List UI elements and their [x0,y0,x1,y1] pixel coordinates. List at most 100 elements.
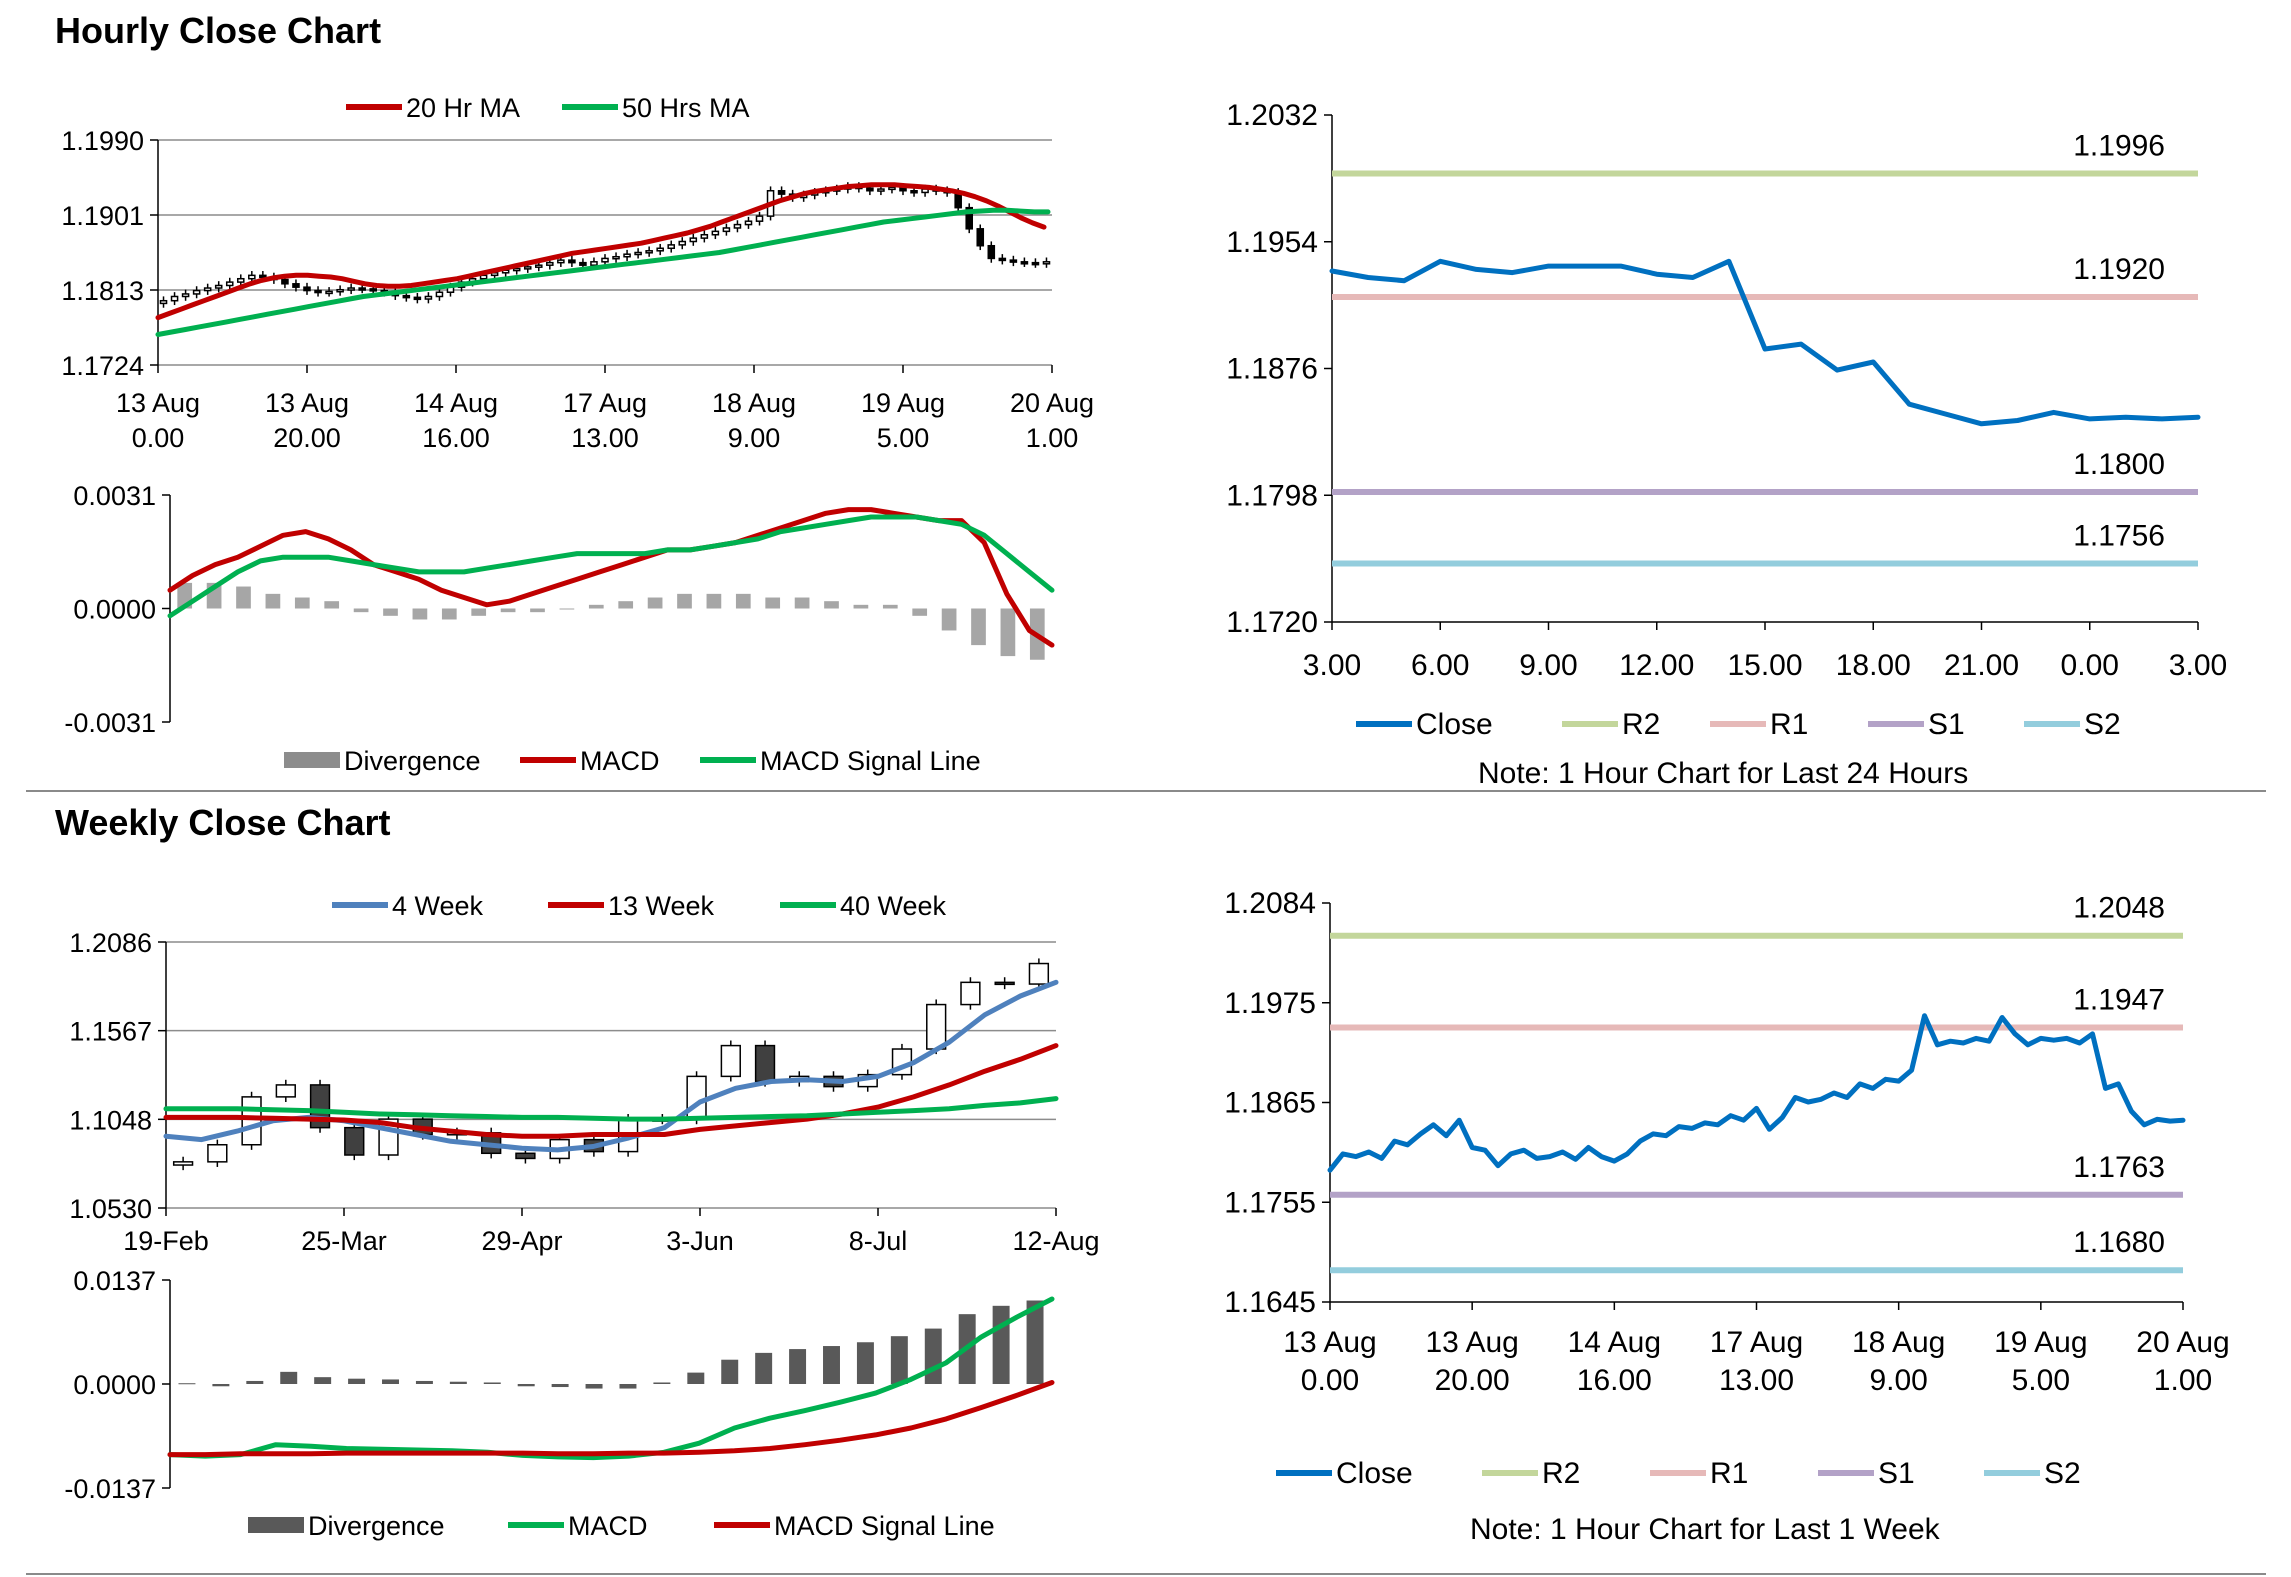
hourly-candle-body [667,244,676,250]
hourly-candle-body [678,240,687,246]
weekly-levels-xtick-label: 1.00 [2154,1364,2212,1397]
weekly-macd-ytick-label: 0.0137 [73,1266,156,1296]
hourly-candles-xtick-label: 19 Aug [861,388,945,418]
weekly-macd-divergence-bar [246,1380,264,1384]
weekly-ma13-line [163,1043,1059,1139]
hourly-candle-body [888,186,896,191]
weekly-levels-xtick-label: 20.00 [1435,1364,1510,1397]
weekly-macd-divergence-bar [551,1384,569,1388]
weekly-candle-body [207,1143,228,1163]
hourly-candles-xtick-label: 9.00 [728,423,781,453]
hourly-macd-divergence-bar [647,597,663,609]
weekly-candle-body [720,1044,741,1078]
hourly-levels-xtick-label: 15.00 [1727,649,1802,682]
weekly-macd-divergence-bar [517,1384,535,1387]
hourly-candle-body [645,250,653,254]
weekly-candles-ytick-label: 1.2086 [69,928,152,958]
section-divider [26,790,2266,792]
hourly-candle-body [248,274,256,280]
weekly-levels-xtick-label: 20 Aug [2136,1326,2229,1359]
hourly-levels-legend-label: R2 [1622,708,1660,741]
hourly-macd-divergence-bar [441,608,457,620]
weekly-macd-divergence-bar [348,1378,366,1384]
hourly-candles-xtick-label: 18 Aug [712,388,796,418]
hourly-candle-body [424,295,433,300]
weekly-macd-divergence-bar [280,1371,298,1384]
weekly-macd-divergence-bar [483,1382,501,1384]
hourly-candle-body [534,264,543,268]
hourly-levels-level-label-r2: 1.1996 [2073,130,2165,163]
weekly-candles-xtick-label: 25-Mar [301,1226,387,1256]
hourly-candle-body [976,228,985,247]
weekly-section-title: Weekly Close Chart [55,802,391,843]
weekly-levels-legend-label: S2 [2044,1457,2081,1490]
weekly-levels-legend-label: R1 [1710,1457,1748,1490]
weekly-candle-body [1028,962,1050,985]
hourly-candles-legend-label: 50 Hrs MA [622,93,750,123]
hourly-macd-divergence-bar [530,608,545,613]
text-layer: 1.1990 1.1901 1.1813 1.1724 13 Aug 0.00 13 Aug… [61,93,2229,1541]
hourly-candle-body [369,288,378,292]
hourly-macd-legend-label: MACD [580,746,660,776]
hourly-levels-xtick-label: 21.00 [1944,649,2019,682]
hourly-macd-divergence-bar [706,593,722,609]
hourly-candles-xtick-label: 14 Aug [414,388,498,418]
hourly-candle-body [623,253,631,258]
hourly-macd-divergence-bar [236,586,251,609]
hourly-candle-body [303,286,311,292]
hourly-candle-body [1009,259,1018,263]
hourly-macd-divergence-bar [265,593,281,609]
weekly-ma40-line [163,1096,1059,1122]
hourly-levels-xtick-label: 18.00 [1836,649,1911,682]
hourly-macd-ytick-label: -0.0031 [64,708,156,738]
hourly-candle-body [314,289,322,294]
hourly-candle-body [402,294,411,299]
hourly-macd-line [167,507,1055,648]
grid-layer [150,114,2199,1489]
weekly-levels-note: Note: 1 Hour Chart for Last 1 Week [1470,1513,1940,1546]
hourly-candles-xtick-label: 5.00 [877,423,930,453]
hourly-macd-divergence-bar [353,608,369,613]
hourly-macd-divergence-bar [559,608,575,610]
hourly-candles-xtick-label: 16.00 [422,423,490,453]
hourly-candles-ytick-label: 1.1813 [61,276,144,306]
weekly-candle-body [515,1152,536,1160]
weekly-macd-legend-label: MACD [568,1511,648,1541]
weekly-macd-divergence-bar [382,1379,399,1384]
weekly-levels-ytick-label: 1.2084 [1224,887,1316,920]
weekly-macd-ytick-label: -0.0137 [64,1474,156,1504]
weekly-macd-divergence-bar [619,1384,637,1389]
hourly-signal-line [167,514,1055,619]
hourly-levels-ytick-label: 1.1954 [1226,226,1318,259]
weekly-candles-ytick-label: 1.1048 [69,1105,152,1135]
weekly-levels-xtick-label: 18 Aug [1852,1326,1945,1359]
weekly-macd-divergence-bar [755,1352,773,1384]
weekly-macd-legend-label: Divergence [308,1511,445,1541]
weekly-macd-divergence-bar [314,1377,332,1384]
hourly-candle-body [1020,261,1029,265]
hourly-candles-xtick-label: 13 Aug [116,388,200,418]
hourly-candle-body [292,283,300,288]
weekly-levels-level-label-s1: 1.1763 [2073,1151,2165,1184]
hourly-candle-body [711,230,720,236]
hourly-levels-level-label-s2: 1.1756 [2073,520,2165,553]
hourly-candle-body [1031,261,1040,266]
hourly-section-title: Hourly Close Chart [55,10,382,51]
hourly-macd-legend-swatch [284,752,340,768]
hourly-macd-divergence-bar [824,601,839,609]
weekly-macd-divergence-bar [856,1342,874,1384]
weekly-levels-level-label-r1: 1.1947 [2073,984,2165,1017]
hourly-macd-divergence-bar [971,608,986,646]
weekly-candles-ytick-label: 1.0530 [69,1194,152,1224]
hourly-macd-divergence-bar [294,597,310,609]
hourly-macd-divergence-bar [383,608,398,616]
hourly-candle-body [656,247,664,252]
hourly-candle-body [965,206,974,230]
hourly-ma20-line [155,182,1047,321]
weekly-signal-line [167,1380,1055,1458]
hourly-candle-body [612,255,620,260]
hourly-candle-body [634,251,642,256]
hourly-candle-body [192,289,201,295]
weekly-levels-xtick-label: 14 Aug [1568,1326,1661,1359]
weekly-macd-divergence-bar [924,1328,942,1384]
